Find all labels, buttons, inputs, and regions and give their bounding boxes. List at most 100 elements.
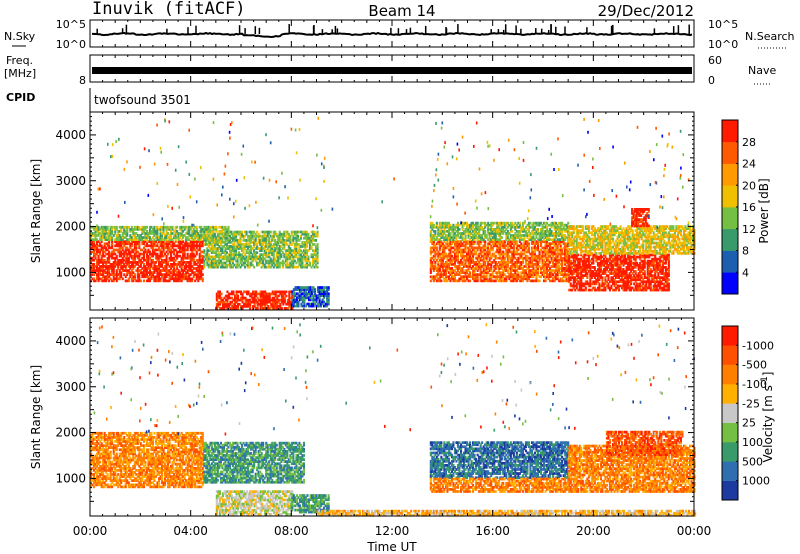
power-cell <box>488 250 491 254</box>
power-cell <box>312 304 315 308</box>
power-cell <box>475 273 478 276</box>
power-cell <box>509 225 512 229</box>
power-cell <box>129 230 132 233</box>
power-cell <box>97 248 100 252</box>
power-cell <box>450 261 453 264</box>
power-cell <box>185 263 188 266</box>
power-cell <box>145 263 148 266</box>
power-cell <box>170 258 173 262</box>
power-cell <box>572 261 575 265</box>
power-cell <box>235 239 238 242</box>
power-cell <box>299 261 302 265</box>
power-cell <box>221 236 224 239</box>
power-cell <box>111 267 114 270</box>
power-cell <box>145 236 148 239</box>
power-cell <box>526 277 529 281</box>
power-cell <box>215 228 218 231</box>
power-cell <box>505 250 508 254</box>
power-cell <box>311 298 314 302</box>
power-cell <box>537 271 540 274</box>
beam-title: Beam 14 <box>368 2 435 20</box>
power-cell <box>212 245 215 248</box>
power-cell <box>472 238 475 241</box>
power-cell <box>497 261 500 264</box>
power-cell <box>561 234 564 237</box>
power-cell <box>276 300 279 304</box>
power-cell <box>167 228 170 231</box>
power-cell <box>429 271 432 274</box>
power-cell <box>150 246 153 250</box>
power-cell <box>460 277 463 281</box>
power-cell <box>327 292 330 296</box>
power-cell <box>555 273 558 276</box>
power-cell <box>553 271 556 274</box>
power-cell <box>472 265 475 268</box>
power-cell <box>559 263 562 266</box>
power-cell <box>247 234 250 238</box>
power-cell <box>312 234 315 238</box>
power-cell <box>484 271 487 274</box>
power-cell <box>233 239 236 242</box>
power-cell <box>543 275 546 279</box>
power-cell <box>93 277 96 281</box>
power-cell <box>556 225 559 229</box>
power-cell <box>441 261 444 264</box>
power-cell <box>118 234 121 237</box>
power-cell <box>292 239 295 242</box>
power-cell <box>452 275 455 279</box>
power-cell <box>272 230 275 234</box>
power-cell <box>257 263 260 267</box>
power-cell <box>207 253 210 257</box>
power-cell <box>147 267 150 270</box>
power-cell <box>180 256 183 260</box>
power-cell <box>530 275 533 279</box>
power-cell <box>180 232 183 235</box>
power-cell <box>162 246 165 250</box>
power-cell <box>493 258 496 262</box>
power-cell <box>455 246 458 250</box>
power-cell <box>515 248 518 252</box>
power-cell <box>291 298 294 302</box>
power-cell <box>154 234 157 237</box>
power-cell <box>212 251 215 254</box>
power-cell <box>466 252 469 256</box>
power-cell <box>260 247 263 250</box>
power-cell <box>162 225 165 229</box>
power-cell <box>132 277 135 281</box>
power-cell <box>564 248 567 252</box>
power-cell <box>467 267 470 270</box>
power-cell <box>553 263 556 266</box>
power-cell <box>295 296 298 300</box>
power-cell <box>543 221 546 225</box>
power-cell <box>262 255 265 259</box>
power-cell <box>559 277 562 281</box>
power-cell <box>466 258 469 262</box>
power-cell <box>494 277 497 281</box>
power-cell <box>198 273 201 276</box>
power-cell <box>303 288 306 291</box>
power-cell <box>482 252 485 256</box>
power-cell <box>529 263 532 266</box>
power-cell <box>273 305 276 308</box>
power-cell <box>307 286 310 289</box>
power-cell <box>304 265 307 269</box>
power-cell <box>219 261 222 265</box>
power-cell <box>540 269 543 272</box>
power-cell <box>229 307 232 310</box>
power-cell <box>203 265 206 269</box>
power-cell <box>283 232 286 236</box>
power-cell <box>295 245 298 248</box>
power-cell <box>192 271 195 274</box>
power-cell <box>278 234 281 238</box>
power-cell <box>230 290 233 294</box>
power-cell <box>291 296 294 300</box>
power-cell <box>490 223 493 227</box>
power-cell <box>450 263 453 266</box>
power-cell <box>429 258 432 262</box>
power-cell <box>250 234 253 238</box>
power-cell <box>215 253 218 257</box>
power-cell <box>126 261 129 264</box>
power-cell <box>139 248 142 252</box>
power-cell <box>280 296 283 300</box>
power-cell <box>435 269 438 272</box>
